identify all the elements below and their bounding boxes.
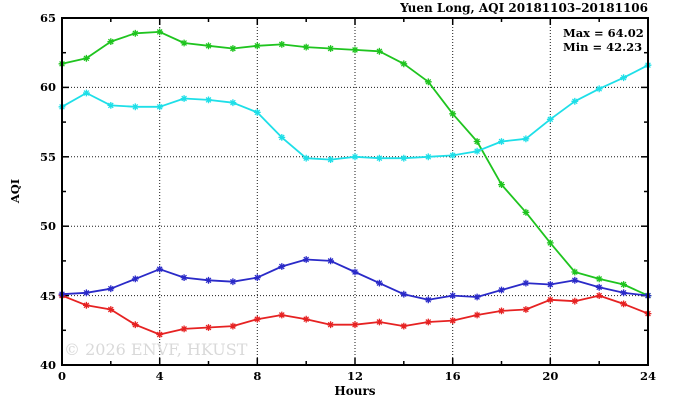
x-tick-label-8: 8 (253, 369, 262, 383)
y-tick-label-45: 45 (39, 288, 56, 303)
y-tick-label-40: 40 (39, 358, 56, 372)
chart-title: Yuen Long, AQI 20181103–20181106 (400, 1, 648, 15)
x-tick-label-12: 12 (346, 369, 363, 383)
y-tick-label-60: 60 (39, 80, 56, 95)
watermark: © 2026 ENVF, HKUST (64, 340, 248, 359)
x-axis-title: Hours (334, 384, 376, 398)
x-tick-label-20: 20 (542, 369, 559, 383)
x-tick-label-16: 16 (444, 369, 461, 383)
series-green-line (61, 30, 649, 297)
y-tick-label-65: 65 (39, 11, 56, 25)
y-tick-label-50: 50 (39, 219, 56, 234)
y-tick-label-55: 55 (39, 149, 56, 164)
stats-annotation: Max = 64.02 Min = 42.23 (563, 26, 644, 54)
plot-frame (61, 17, 649, 366)
x-tick-label-0: 0 (57, 369, 66, 383)
max-value-label: Max = 64.02 (563, 26, 644, 40)
y-axis-title: AQI (8, 178, 22, 204)
min-value-label: Min = 42.23 (563, 39, 643, 54)
series-cyan-line (61, 64, 649, 161)
x-tick-label-24: 24 (639, 369, 656, 383)
x-tick-label-4: 4 (155, 369, 164, 383)
